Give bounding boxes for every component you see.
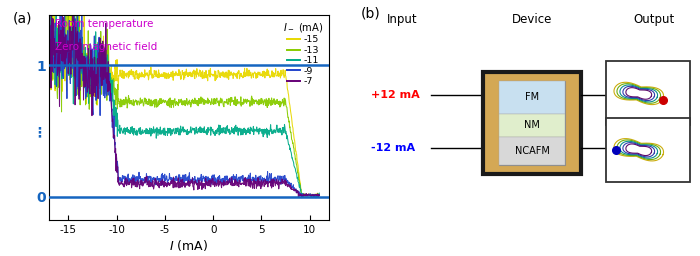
- Text: Output: Output: [634, 13, 675, 26]
- FancyBboxPatch shape: [498, 114, 566, 137]
- Text: NM: NM: [524, 120, 540, 131]
- Text: Zero magnetic field: Zero magnetic field: [55, 42, 157, 52]
- Legend: -15, -13, -11, -9, -7: -15, -13, -11, -9, -7: [282, 20, 324, 87]
- FancyBboxPatch shape: [498, 137, 566, 165]
- Text: Input: Input: [387, 13, 418, 26]
- Text: (a): (a): [13, 11, 32, 25]
- Text: FM: FM: [525, 92, 539, 102]
- Text: Device: Device: [512, 13, 552, 26]
- Text: +12 mA: +12 mA: [371, 90, 420, 100]
- FancyBboxPatch shape: [606, 118, 690, 182]
- Text: Room temperature: Room temperature: [55, 19, 153, 29]
- X-axis label: $I$ (mA): $I$ (mA): [169, 238, 209, 253]
- Text: (b): (b): [360, 6, 380, 20]
- FancyBboxPatch shape: [498, 81, 566, 165]
- Text: -12 mA: -12 mA: [371, 143, 415, 154]
- FancyBboxPatch shape: [606, 61, 690, 125]
- Text: NCAFM: NCAFM: [514, 146, 550, 156]
- FancyBboxPatch shape: [498, 81, 566, 114]
- FancyBboxPatch shape: [483, 72, 581, 174]
